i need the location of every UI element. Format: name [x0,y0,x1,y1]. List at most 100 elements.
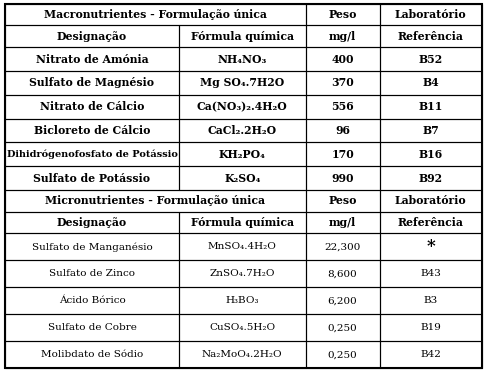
Text: Dihidrógenofosfato de Potássio: Dihidrógenofosfato de Potássio [6,150,177,159]
Text: B7: B7 [422,125,439,136]
Bar [179,166,305,190]
Bar [379,260,482,288]
Bar [179,260,305,288]
Bar [5,260,179,288]
Bar [305,288,379,314]
Bar [179,341,305,368]
Text: Ca(NO₃)₂.4H₂O: Ca(NO₃)₂.4H₂O [197,101,288,112]
Bar [5,314,179,341]
Text: Referência: Referência [398,217,464,228]
Text: *: * [427,238,435,256]
Text: Bicloreto de Cálcio: Bicloreto de Cálcio [34,125,150,136]
Text: B3: B3 [424,296,438,305]
Bar [305,71,379,95]
Bar [305,25,379,47]
Bar [379,47,482,71]
Text: B52: B52 [419,54,443,65]
Text: 556: 556 [331,101,354,112]
Bar [379,25,482,47]
Text: K₂SO₄: K₂SO₄ [224,173,261,184]
Bar [379,288,482,314]
Bar [305,190,379,212]
Bar [5,288,179,314]
Text: B19: B19 [420,323,441,332]
Text: B43: B43 [420,269,441,278]
Bar [305,234,379,260]
Text: H₃BO₃: H₃BO₃ [225,296,259,305]
Bar [305,341,379,368]
Bar [305,142,379,166]
Bar [379,142,482,166]
Bar [179,119,305,142]
Text: 170: 170 [331,149,354,160]
Text: NH₄NO₃: NH₄NO₃ [218,54,267,65]
Bar [379,95,482,119]
Text: Nitrato de Cálcio: Nitrato de Cálcio [40,101,144,112]
Text: B92: B92 [419,173,443,184]
Text: Macronutrientes - Formulação única: Macronutrientes - Formulação única [44,9,267,20]
Text: Micronutrientes - Formulação única: Micronutrientes - Formulação única [45,195,265,206]
Text: Peso: Peso [328,195,356,206]
Text: 6,200: 6,200 [328,296,357,305]
Text: ZnSO₄.7H₂O: ZnSO₄.7H₂O [209,269,275,278]
Text: 400: 400 [331,54,354,65]
Bar [179,142,305,166]
Bar [305,47,379,71]
Text: Molibdato de Sódio: Molibdato de Sódio [41,350,143,359]
Bar [379,212,482,234]
Bar [5,234,179,260]
Text: B11: B11 [419,101,443,112]
Text: mg/l: mg/l [329,217,356,228]
Text: B42: B42 [420,350,441,359]
Text: CuSO₄.5H₂O: CuSO₄.5H₂O [209,323,275,332]
Bar [379,166,482,190]
Bar [305,119,379,142]
Text: 96: 96 [335,125,350,136]
Bar [5,4,305,25]
Bar [5,166,179,190]
Bar [179,288,305,314]
Bar [305,4,379,25]
Text: Ácido Bórico: Ácido Bórico [58,296,125,305]
Bar [5,341,179,368]
Text: B16: B16 [419,149,443,160]
Text: mg/l: mg/l [329,31,356,42]
Bar [5,212,179,234]
Text: MnSO₄.4H₂O: MnSO₄.4H₂O [208,243,277,251]
Text: Sulfato de Magnésio: Sulfato de Magnésio [30,77,154,89]
Text: Sulfato de Cobre: Sulfato de Cobre [48,323,136,332]
Text: Sulfato de Zinco: Sulfato de Zinco [49,269,135,278]
Text: Laboratório: Laboratório [395,195,467,206]
Text: 0,250: 0,250 [328,350,357,359]
Bar [179,314,305,341]
Bar [179,234,305,260]
Bar [179,95,305,119]
Text: Mg SO₄.7H2O: Mg SO₄.7H2O [200,77,284,89]
Text: 22,300: 22,300 [324,243,361,251]
Bar [379,4,482,25]
Text: CaCl₂.2H₂O: CaCl₂.2H₂O [208,125,277,136]
Bar [5,47,179,71]
Text: Referência: Referência [398,31,464,42]
Text: 370: 370 [331,77,354,89]
Bar [379,71,482,95]
Bar [179,25,305,47]
Text: Fórmula química: Fórmula química [191,217,294,228]
Bar [379,119,482,142]
Bar [5,190,305,212]
Bar [305,166,379,190]
Bar [305,95,379,119]
Bar [305,212,379,234]
Text: 0,250: 0,250 [328,323,357,332]
Bar [179,71,305,95]
Text: Designação: Designação [57,31,127,42]
Bar [5,25,179,47]
Bar [379,341,482,368]
Text: Sulfato de Manganésio: Sulfato de Manganésio [32,242,152,252]
Bar [5,71,179,95]
Bar [379,190,482,212]
Text: Fórmula química: Fórmula química [191,31,294,42]
Text: Nitrato de Amónia: Nitrato de Amónia [36,54,148,65]
Text: Peso: Peso [328,9,356,20]
Bar [379,234,482,260]
